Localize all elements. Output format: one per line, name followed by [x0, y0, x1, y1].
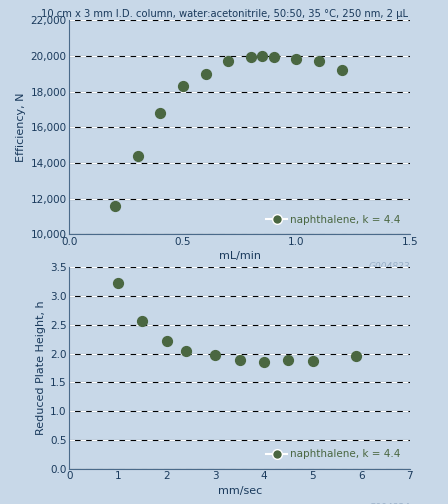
Point [183, 347, 190, 355]
Point [338, 66, 345, 74]
Point [309, 357, 316, 365]
Legend: naphthalene, k = 4.4: naphthalene, k = 4.4 [262, 445, 405, 464]
Point [315, 57, 323, 65]
Point [270, 53, 277, 61]
X-axis label: mL/min: mL/min [219, 251, 261, 261]
Y-axis label: Reduced Plate Height, h: Reduced Plate Height, h [36, 300, 46, 435]
Point [179, 82, 186, 90]
Point [157, 109, 164, 117]
Point [353, 352, 360, 360]
Point [111, 202, 118, 210]
Text: 10 cm x 3 mm I.D. column, water:acetonitrile, 50:50, 35 °C, 250 nm, 2 μL: 10 cm x 3 mm I.D. column, water:acetonit… [40, 9, 408, 19]
Text: G004824: G004824 [368, 503, 410, 504]
Point [285, 356, 292, 364]
Point [260, 357, 267, 365]
Point [139, 317, 146, 325]
Point [163, 337, 170, 345]
X-axis label: mm/sec: mm/sec [218, 486, 262, 495]
Point [247, 53, 254, 61]
Legend: naphthalene, k = 4.4: naphthalene, k = 4.4 [262, 211, 405, 229]
Point [212, 351, 219, 359]
Point [259, 52, 266, 60]
Text: G004823: G004823 [368, 262, 410, 271]
Point [115, 279, 122, 287]
Point [236, 356, 243, 364]
Point [225, 57, 232, 65]
Point [202, 70, 209, 78]
Point [134, 152, 141, 160]
Point [293, 54, 300, 62]
Y-axis label: Efficiency, N: Efficiency, N [17, 93, 26, 162]
